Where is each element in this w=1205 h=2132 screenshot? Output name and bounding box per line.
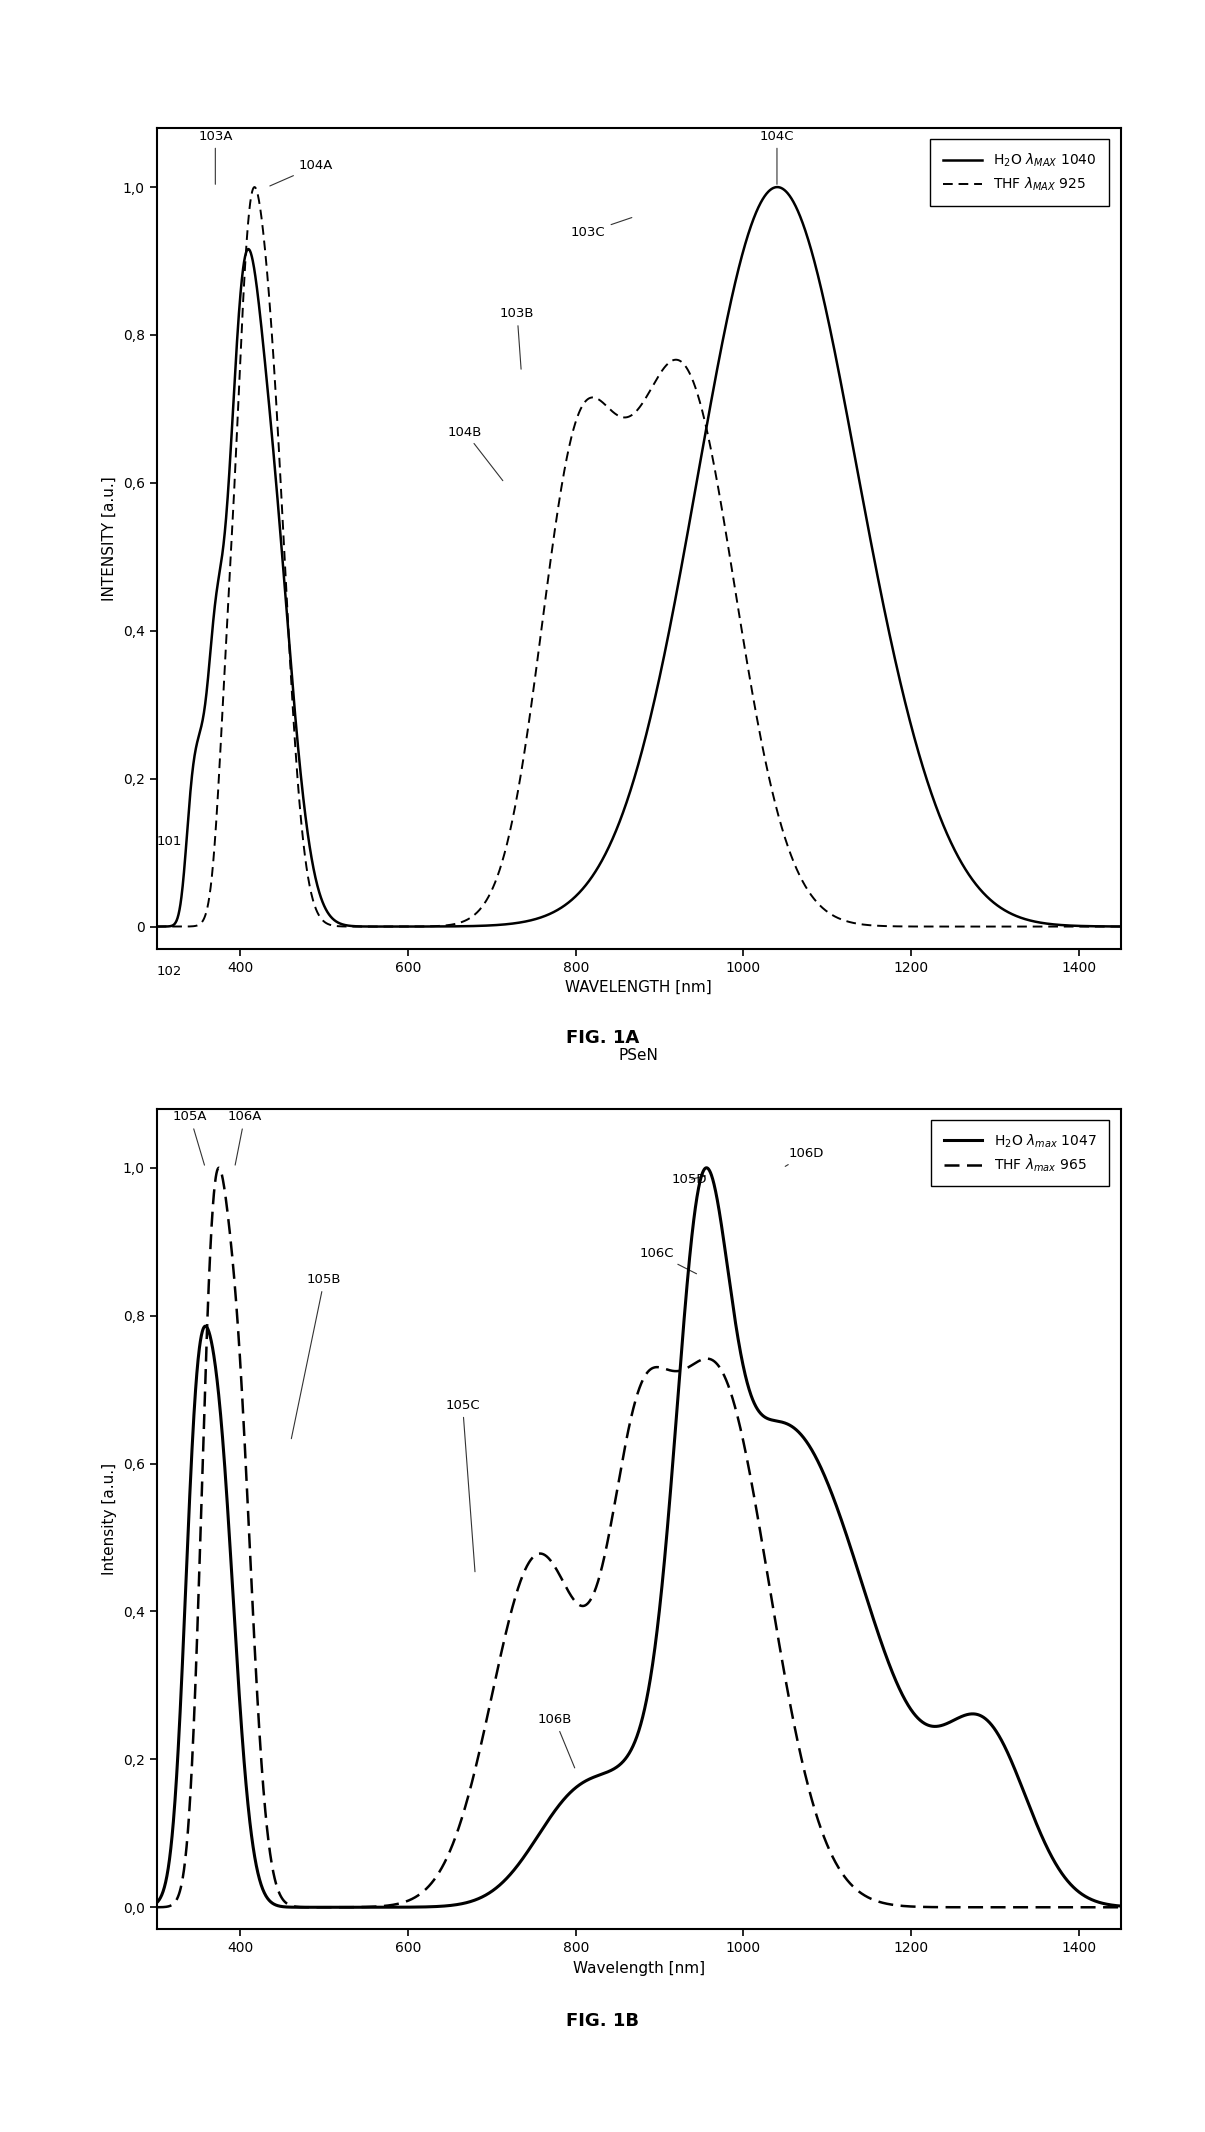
Text: 106D: 106D	[786, 1147, 824, 1166]
Text: 101: 101	[157, 836, 182, 849]
Text: 104A: 104A	[270, 160, 333, 185]
Legend: H$_2$O $\lambda_{max}$ 1047, THF $\lambda_{max}$ 965: H$_2$O $\lambda_{max}$ 1047, THF $\lambd…	[931, 1119, 1109, 1185]
Text: 102: 102	[157, 964, 182, 979]
Text: PSeN: PSeN	[618, 1049, 659, 1064]
Text: 103B: 103B	[500, 307, 534, 369]
Text: 105A: 105A	[174, 1111, 207, 1164]
Text: 104B: 104B	[448, 426, 502, 480]
Legend: H$_2$O $\lambda_{MAX}$ 1040, THF $\lambda_{MAX}$ 925: H$_2$O $\lambda_{MAX}$ 1040, THF $\lambd…	[930, 139, 1109, 205]
Text: 106A: 106A	[228, 1111, 261, 1164]
Text: 105B: 105B	[292, 1273, 341, 1439]
Text: 104C: 104C	[759, 130, 794, 183]
Text: FIG. 1A: FIG. 1A	[566, 1030, 639, 1047]
Text: 105C: 105C	[446, 1399, 480, 1571]
Y-axis label: Intensity [a.u.]: Intensity [a.u.]	[102, 1463, 117, 1576]
Text: FIG. 1B: FIG. 1B	[566, 2013, 639, 2030]
X-axis label: Wavelength [nm]: Wavelength [nm]	[572, 1961, 705, 1976]
Text: 105D: 105D	[671, 1173, 706, 1185]
Text: 106B: 106B	[537, 1714, 575, 1767]
Text: 103C: 103C	[571, 217, 631, 239]
Text: 106C: 106C	[640, 1247, 696, 1273]
Y-axis label: INTENSITY [a.u.]: INTENSITY [a.u.]	[102, 475, 117, 601]
Text: 103A: 103A	[198, 130, 233, 183]
X-axis label: WAVELENGTH [nm]: WAVELENGTH [nm]	[565, 981, 712, 996]
